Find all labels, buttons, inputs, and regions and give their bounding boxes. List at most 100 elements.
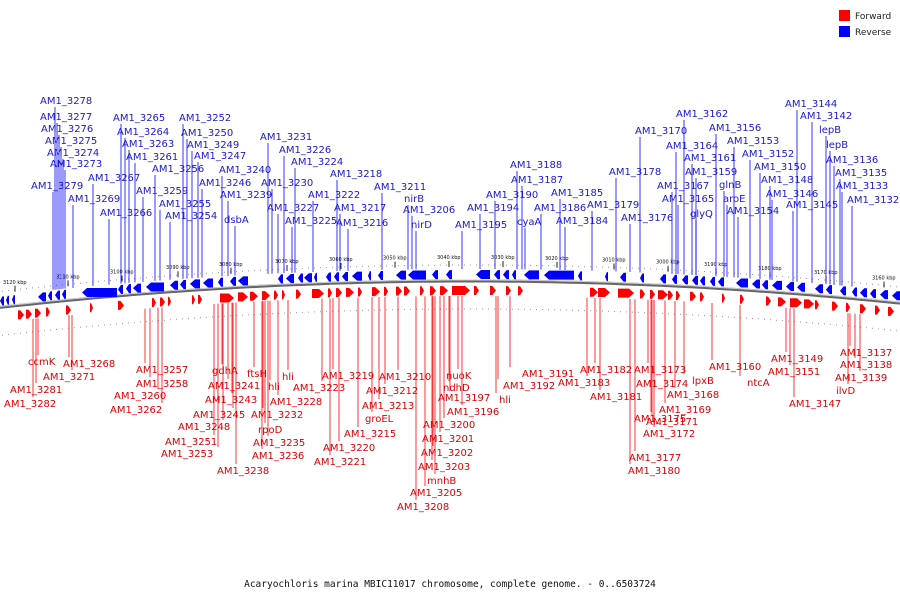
reverse-gene-label: AM1_3239 (220, 190, 272, 201)
forward-gene-label: mnhB (427, 476, 456, 487)
forward-gene-label: rpoD (258, 425, 283, 436)
forward-gene-label: AM1_3203 (418, 462, 470, 473)
forward-gene-arrow (168, 296, 171, 306)
reverse-gene-arrow (48, 291, 52, 301)
forward-gene-label: AM1_3241 (208, 381, 260, 392)
forward-gene-label: hli (499, 395, 511, 406)
reverse-label-leaders (52, 107, 853, 290)
forward-gene-label: AM1_3219 (322, 371, 374, 382)
reverse-gene-arrow (146, 282, 164, 292)
reverse-gene-arrow (578, 271, 582, 281)
forward-gene-label: AM1_3183 (558, 378, 610, 389)
forward-gene-label: nuoK (446, 371, 472, 382)
reverse-gene-arrow (826, 285, 832, 295)
reverse-gene-label: AM1_3277 (40, 112, 92, 123)
reverse-gene-label: AM1_3247 (194, 151, 246, 162)
forward-gene-arrow (358, 287, 362, 297)
reverse-gene-label: AM1_3250 (181, 128, 233, 139)
forward-gene-label: AM1_3139 (835, 373, 887, 384)
reverse-gene-arrow (190, 279, 200, 289)
reverse-gene-label: aroE (723, 194, 745, 205)
forward-gene-label: AM1_3213 (362, 401, 414, 412)
reverse-gene-label: cyaA (517, 217, 542, 228)
reverse-gene-arrow (286, 274, 294, 284)
tick-label: 3160 kbp (872, 275, 896, 281)
forward-gene-arrow (262, 291, 270, 301)
reverse-gene-arrow (880, 290, 888, 300)
forward-gene-arrow (618, 288, 634, 298)
tick-label: 3020 kbp (545, 256, 569, 262)
reverse-gene-label: AM1_3186 (534, 203, 586, 214)
forward-gene-label: AM1_3260 (114, 391, 166, 402)
forward-gene-label: AM1_3200 (423, 420, 475, 431)
forward-gene-arrow (238, 292, 248, 302)
reverse-gene-label: AM1_3179 (587, 200, 639, 211)
reverse-gene-arrow (408, 270, 426, 280)
forward-gene-arrow (312, 288, 324, 298)
reverse-gene-arrow (700, 276, 705, 286)
reverse-gene-arrow (494, 270, 500, 280)
forward-gene-arrow (296, 289, 301, 299)
forward-gene-arrow (328, 288, 332, 298)
backbone-highlight (0, 279, 900, 307)
forward-gene-arrow (506, 286, 511, 296)
reverse-gene-arrow (378, 271, 383, 281)
reverse-gene-arrow (6, 295, 9, 305)
reverse-gene-label: AM1_3256 (152, 164, 204, 175)
forward-gene-label: AM1_3215 (344, 429, 396, 440)
forward-gene-label: AM1_3210 (379, 372, 431, 383)
reverse-gene-label: AM1_3144 (785, 99, 837, 110)
forward-gene-label: hli (282, 372, 294, 383)
forward-strand-genes (18, 286, 894, 320)
tick-label: 3110 kbp (56, 274, 80, 280)
forward-gene-arrow (198, 294, 202, 304)
chromosome-backbone (0, 279, 900, 309)
reverse-gene-label: glyQ (690, 209, 713, 220)
reverse-gene-label: AM1_3142 (800, 111, 852, 122)
reverse-gene-arrow (12, 295, 15, 305)
forward-gene-label: AM1_3137 (840, 348, 892, 359)
reverse-gene-label: AM1_3224 (291, 157, 343, 168)
forward-gene-arrow (778, 297, 786, 307)
tick-label: 3070 kbp (275, 259, 299, 265)
reverse-gene-label: AM1_3194 (467, 203, 519, 214)
reverse-gene-label: AM1_3225 (285, 216, 337, 227)
forward-gene-label: AM1_3236 (252, 451, 304, 462)
reverse-gene-label: AM1_3148 (761, 175, 813, 186)
forward-gene-label: ntcA (747, 378, 770, 389)
tick-label: 3090 kbp (166, 265, 190, 271)
reverse-gene-arrow (55, 290, 60, 300)
forward-gene-arrow (766, 296, 771, 306)
reverse-gene-arrow (524, 270, 539, 280)
reverse-gene-label: AM1_3190 (486, 190, 538, 201)
reverse-gene-arrow (640, 273, 644, 283)
reverse-gene-arrow (82, 288, 117, 298)
tick-label: 3010 kbp (602, 257, 626, 263)
forward-gene-label: AM1_3232 (251, 410, 303, 421)
legend-label-forward: Forward (855, 12, 891, 22)
reverse-gene-label: AM1_3145 (786, 200, 838, 211)
reverse-gene-label: lepB (819, 125, 841, 136)
reverse-gene-arrow (203, 278, 213, 288)
reverse-gene-label: AM1_3246 (199, 178, 251, 189)
reverse-gene-arrow (672, 274, 677, 284)
forward-gene-label: AM1_3151 (768, 367, 820, 378)
reverse-gene-label: AM1_3136 (826, 155, 878, 166)
reverse-gene-label: AM1_3170 (635, 126, 687, 137)
reverse-gene-labels: AM1_3278 AM1_3277AM1_3276AM1_3275AM1_3274… (31, 96, 899, 231)
forward-gene-label: hli (268, 382, 280, 393)
forward-gene-label: AM1_3282 (4, 399, 56, 410)
forward-gene-arrow (250, 291, 258, 301)
reverse-gene-arrow (432, 270, 438, 280)
forward-gene-arrow (160, 297, 165, 307)
forward-gene-arrow (650, 289, 655, 299)
reverse-gene-arrow (342, 271, 348, 281)
tick-label: 3120 kbp (3, 280, 27, 286)
forward-gene-label: ilvD (836, 386, 855, 397)
reverse-gene-arrow (133, 283, 141, 293)
forward-gene-label: AM1_3205 (410, 488, 462, 499)
forward-gene-label: AM1_3257 (136, 365, 188, 376)
tick-label: 3080 kbp (219, 262, 243, 268)
reverse-gene-arrow (38, 292, 46, 302)
